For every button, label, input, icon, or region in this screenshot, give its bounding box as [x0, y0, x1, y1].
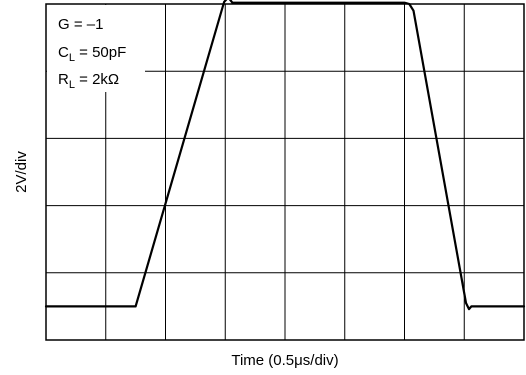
legend-background [47, 5, 145, 92]
legend: G = –1 CL = 50pF RL = 2kΩ [58, 16, 126, 91]
annotation-gain-main: G = –1 [58, 16, 103, 33]
annotation-cl-sub: L [69, 52, 75, 64]
annotation-load-resistance: RL = 2kΩ [58, 71, 119, 91]
plot-frame [45, 3, 525, 341]
x-axis-label: Time (0.5μs/div) [231, 352, 338, 369]
annotation-rl-rest: = 2kΩ [75, 71, 119, 88]
annotation-rl-sub: L [69, 79, 75, 91]
annotation-cl-main: C [58, 44, 69, 61]
annotation-gain: G = –1 [58, 16, 103, 33]
annotation-rl-main: R [58, 71, 69, 88]
annotation-load-capacitance: CL = 50pF [58, 44, 126, 64]
annotation-cl-rest: = 50pF [75, 44, 126, 61]
waveform-trace [44, 0, 526, 311]
y-axis-label: 2V/div [13, 151, 30, 193]
